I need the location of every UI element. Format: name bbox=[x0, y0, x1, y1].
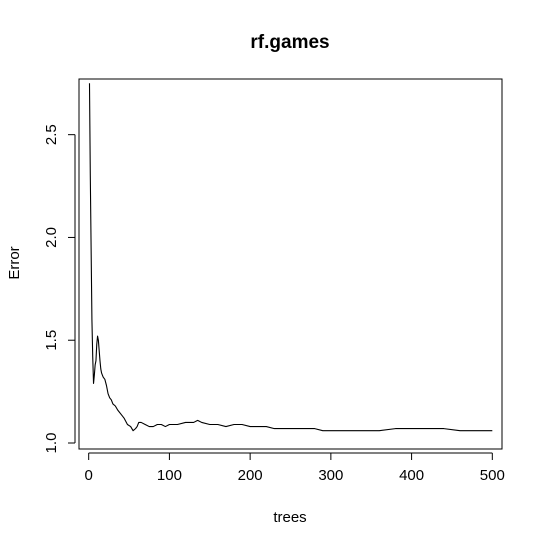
error-series-line-0 bbox=[88, 83, 493, 432]
plot-frame bbox=[78, 78, 503, 450]
y-axis: 1.0 1.5 2.0 2.5 bbox=[43, 124, 76, 454]
x-tick-label: 500 bbox=[480, 467, 505, 484]
x-tick-label: 300 bbox=[318, 467, 343, 484]
y-tick-label: 2.0 bbox=[43, 227, 60, 248]
x-tick-label: 200 bbox=[238, 467, 263, 484]
x-tick-label: 400 bbox=[399, 467, 424, 484]
x-tick-label: 0 bbox=[85, 467, 93, 484]
y-tick-label: 1.0 bbox=[43, 433, 60, 454]
x-axis: 0 100 200 300 400 500 bbox=[85, 452, 505, 484]
y-axis-label: Error bbox=[6, 246, 23, 279]
y-tick-label: 1.5 bbox=[43, 330, 60, 351]
series-layer bbox=[88, 83, 493, 432]
y-tick-label: 2.5 bbox=[43, 124, 60, 145]
x-tick-label: 100 bbox=[157, 467, 182, 484]
chart-title: rf.games bbox=[250, 32, 329, 53]
x-axis-label: trees bbox=[273, 509, 306, 526]
